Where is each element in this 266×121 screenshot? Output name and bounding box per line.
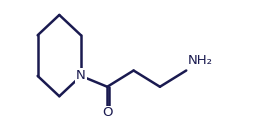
- Text: O: O: [102, 106, 113, 119]
- Text: N: N: [76, 69, 86, 82]
- Text: NH₂: NH₂: [188, 54, 213, 67]
